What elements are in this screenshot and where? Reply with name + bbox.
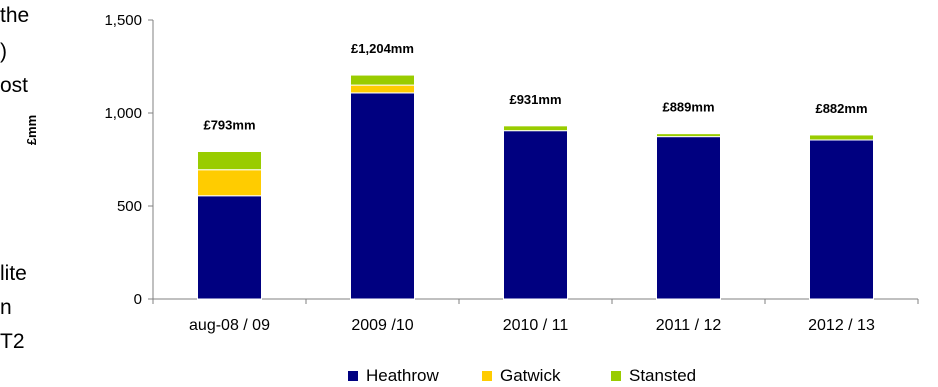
legend-item-gatwick: Gatwick [482,366,560,386]
y-tick-label: 500 [117,198,142,215]
legend-label: Stansted [629,366,697,385]
bar-segment-stansted [350,74,415,86]
y-tick-label: 1,000 [104,105,142,122]
side-text-line: ost [0,74,29,97]
bar-segment-stansted [809,134,874,141]
plot-area: 0 500 1,000 1,500 £793mm aug-08 / 09 £1,204mm 2… [104,12,919,334]
bar-segment-stansted [656,133,721,138]
y-axis-label: £mm [24,115,39,145]
x-tick-label: 2010 / 11 [503,317,569,334]
stacked-bar-chart: £mm 0 500 1,000 1,500 £793mm aug-08 / 09 £1,20… [24,12,919,334]
bar-segment-stansted [197,151,262,171]
bar-segment-heathrow [350,92,415,300]
side-text-line: T2 [0,330,25,353]
x-tick-label: 2011 / 12 [656,317,722,334]
legend-item-heathrow: Heathrow [348,366,439,386]
y-tick-label: 1,500 [104,12,142,29]
side-text-line: lite [0,262,27,285]
side-text-line: ) [0,40,7,63]
legend-swatch [611,371,621,381]
x-tick-label: aug-08 / 09 [189,317,270,334]
bar-segment-gatwick [350,84,415,94]
bar-segment-heathrow [809,139,874,300]
legend: Heathrow Gatwick Stansted [0,366,938,386]
bar-segment-gatwick [197,169,262,197]
legend-item-stansted: Stansted [611,366,696,386]
bar-total-label: £793mm [203,118,255,133]
bar-total-label: £931mm [509,92,561,107]
bar-total-label: £889mm [662,100,714,115]
y-tick-label: 0 [134,291,142,308]
legend-label: Heathrow [366,366,439,385]
legend-swatch [482,371,492,381]
bar-total-label: £882mm [815,101,867,116]
legend-swatch [348,371,358,381]
side-text-line: the [0,4,30,27]
bar-total-label: £1,204mm [351,41,414,56]
bar-segment-heathrow [656,136,721,300]
bar-segment-heathrow [503,130,568,300]
bar-segment-stansted [503,125,568,132]
bar-segment-heathrow [197,195,262,300]
side-text-line: n [0,296,12,319]
x-tick-label: 2009 /10 [351,317,413,334]
x-tick-label: 2012 / 13 [808,317,875,334]
legend-label: Gatwick [500,366,561,385]
